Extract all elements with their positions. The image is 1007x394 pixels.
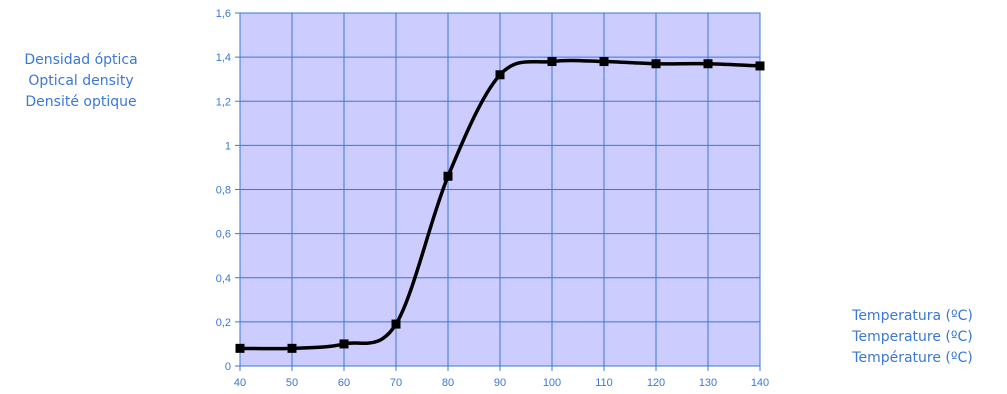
data-point	[443, 171, 453, 181]
y-axis-label-en: Optical density	[28, 73, 134, 89]
data-point	[391, 319, 401, 329]
x-tick-label: 40	[234, 377, 246, 389]
data-point	[599, 57, 609, 67]
y-tick-label: 0,2	[216, 317, 231, 329]
y-axis-label-es: Densidad óptica	[24, 52, 138, 68]
y-tick-label: 1,6	[216, 8, 231, 20]
data-point	[339, 339, 349, 349]
y-axis-label-fr: Densité optique	[25, 94, 137, 110]
y-axis-ticks: 0 0,2 0,4 0,6 0,8 1 1,2 1,4 1,6	[216, 8, 231, 373]
x-axis-ticks: 40 50 60 70 80 90 100 110 120 130 140	[234, 377, 769, 389]
x-axis-label-es: Temperatura (ºC)	[852, 308, 973, 324]
y-axis-label: Densidad óptica Optical density Densité …	[0, 50, 162, 113]
y-tick-label: 0	[225, 361, 231, 373]
x-axis-label-fr: Température (ºC)	[852, 350, 973, 366]
series-line	[238, 58, 762, 351]
x-axis-label-en: Temperature (ºC)	[852, 329, 973, 345]
y-tick-label: 0,6	[216, 229, 231, 241]
grid	[235, 12, 761, 371]
x-tick-label: 60	[338, 377, 350, 389]
y-tick-label: 0,8	[216, 185, 231, 197]
data-point	[495, 70, 505, 80]
x-tick-label: 100	[543, 377, 561, 389]
data-point	[703, 59, 713, 69]
y-tick-label: 1	[225, 140, 231, 152]
data-points	[235, 57, 765, 353]
y-tick-label: 0,4	[216, 273, 231, 285]
x-tick-label: 130	[699, 377, 717, 389]
data-point	[651, 59, 661, 69]
data-point	[755, 61, 765, 71]
y-tick-label: 1,2	[216, 96, 231, 108]
x-tick-label: 80	[442, 377, 454, 389]
data-point	[235, 343, 245, 353]
x-tick-label: 70	[390, 377, 402, 389]
data-point	[287, 343, 297, 353]
x-tick-label: 110	[595, 377, 613, 389]
x-axis-label: Temperatura (ºC) Temperature (ºC) Tempér…	[820, 306, 1005, 369]
x-tick-label: 90	[494, 377, 506, 389]
x-tick-label: 50	[286, 377, 298, 389]
data-point	[547, 57, 557, 67]
x-tick-label: 120	[647, 377, 665, 389]
y-tick-label: 1,4	[216, 52, 231, 64]
x-tick-label: 140	[751, 377, 769, 389]
